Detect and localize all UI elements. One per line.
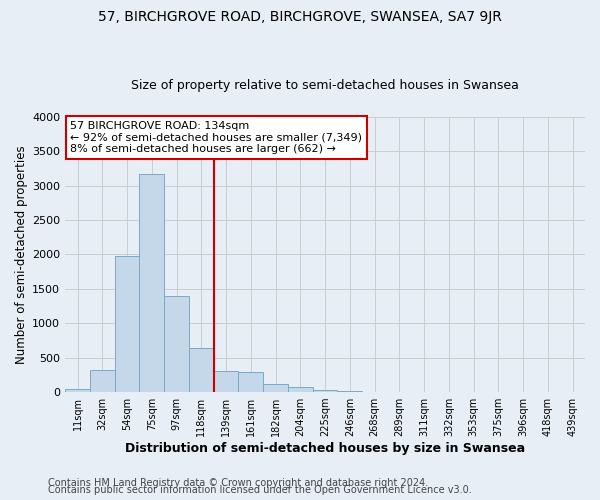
Text: 57 BIRCHGROVE ROAD: 134sqm
← 92% of semi-detached houses are smaller (7,349)
8% : 57 BIRCHGROVE ROAD: 134sqm ← 92% of semi… (70, 121, 362, 154)
Title: Size of property relative to semi-detached houses in Swansea: Size of property relative to semi-detach… (131, 79, 519, 92)
Text: Contains public sector information licensed under the Open Government Licence v3: Contains public sector information licen… (48, 485, 472, 495)
Bar (238, 372, 263, 392)
Bar (115, 256, 139, 392)
Bar (189, 348, 214, 392)
Bar (90, 370, 115, 392)
Bar (313, 390, 337, 392)
Text: 57, BIRCHGROVE ROAD, BIRCHGROVE, SWANSEA, SA7 9JR: 57, BIRCHGROVE ROAD, BIRCHGROVE, SWANSEA… (98, 10, 502, 24)
Bar (214, 372, 238, 392)
Bar (164, 296, 189, 392)
Bar (65, 388, 90, 392)
Text: Contains HM Land Registry data © Crown copyright and database right 2024.: Contains HM Land Registry data © Crown c… (48, 478, 428, 488)
Y-axis label: Number of semi-detached properties: Number of semi-detached properties (15, 145, 28, 364)
X-axis label: Distribution of semi-detached houses by size in Swansea: Distribution of semi-detached houses by … (125, 442, 525, 455)
Bar (288, 388, 313, 392)
Bar (263, 384, 288, 392)
Bar (139, 174, 164, 392)
